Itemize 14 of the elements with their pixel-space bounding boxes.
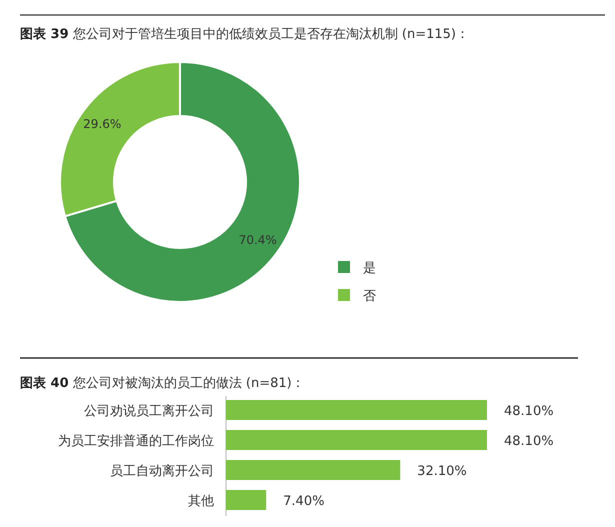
data-label: 32.10% bbox=[417, 464, 467, 479]
data-label: 7.40% bbox=[283, 494, 324, 509]
y-tick-label: 公司劝说员工离开公司 bbox=[84, 403, 214, 419]
y-tick-label: 为员工安排普通的工作岗位 bbox=[58, 433, 214, 449]
chart-title: 图表 39 您公司对于管培生项目中的低绩效员工是否存在淘汰机制 (n=115)： bbox=[20, 27, 469, 42]
legend-label: 否 bbox=[363, 289, 376, 304]
data-label: 48.10% bbox=[504, 434, 554, 449]
chart-title: 图表 40 您公司对被淘汰的员工的做法 (n=81)： bbox=[20, 376, 305, 391]
data-label: 29.6% bbox=[83, 117, 122, 132]
y-tick-label: 员工自动离开公司 bbox=[110, 463, 214, 479]
y-tick-label: 其他 bbox=[188, 494, 214, 509]
data-label: 70.4% bbox=[238, 232, 277, 247]
data-label: 48.10% bbox=[504, 404, 554, 419]
legend-label: 是 bbox=[363, 261, 376, 276]
